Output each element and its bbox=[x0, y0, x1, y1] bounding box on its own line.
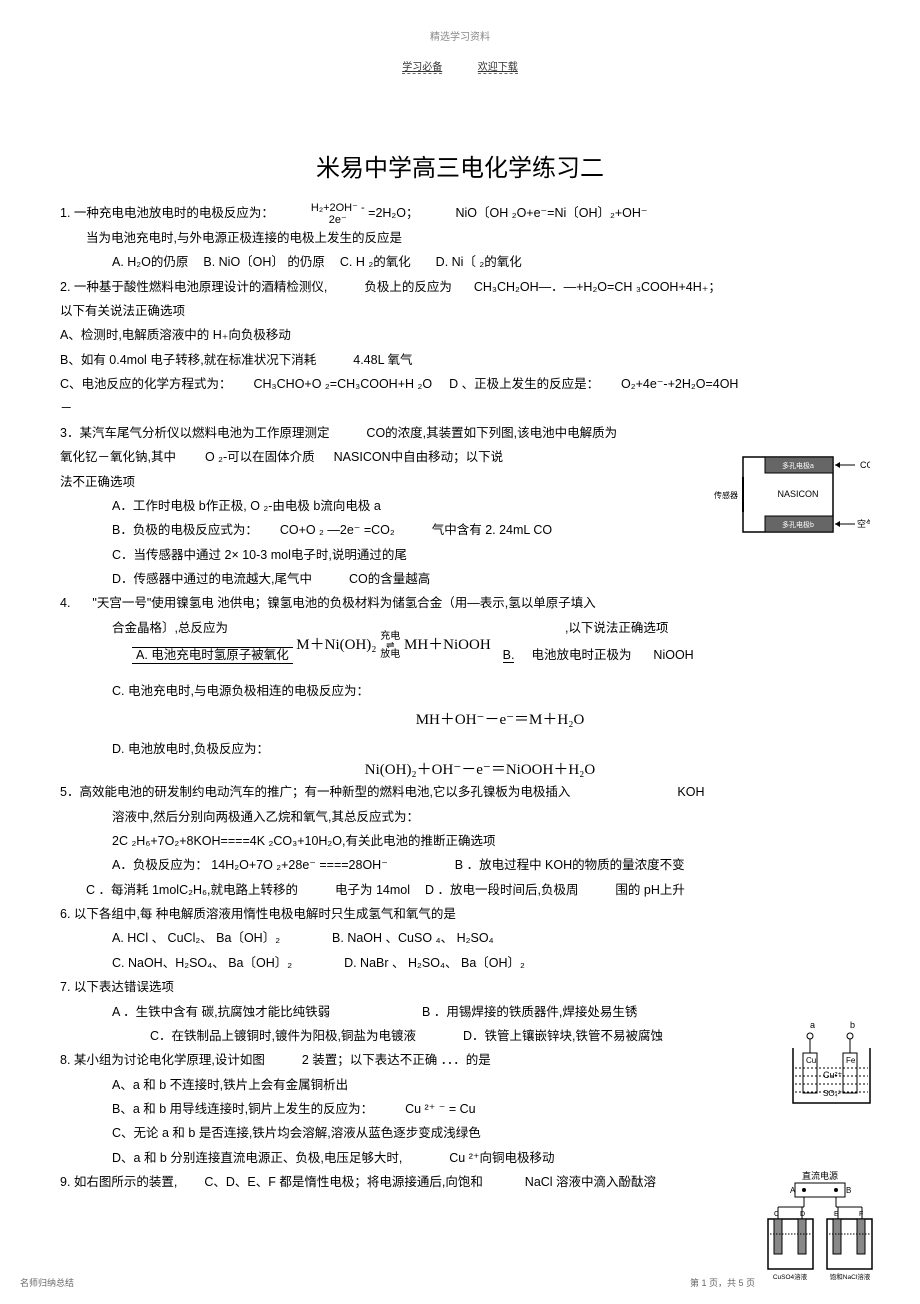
svg-text:直流电源: 直流电源 bbox=[802, 1170, 838, 1181]
q2-line2: 以下有关说法正确选项 bbox=[60, 299, 860, 323]
svg-text:a: a bbox=[810, 1020, 815, 1030]
q8-optB: B、a 和 b 用导线连接时,铜片上发生的反应为： Cu ²⁺ ⁻ = Cu bbox=[60, 1097, 860, 1121]
svg-text:CO: CO bbox=[860, 460, 870, 470]
q5-optAB: A．负极反应为： 14H₂O+7O ₂+28e⁻ ====28OH⁻ B ．放电… bbox=[60, 853, 860, 877]
q2-optA: A、检测时,电解质溶液中的 H₊向负极移动 bbox=[60, 323, 860, 347]
q1-eq2: NiO〔OH ₂O+e⁻=Ni〔OH〕₂+OH⁻ bbox=[455, 206, 647, 220]
q1-optA: A. H₂O的仍原 bbox=[112, 255, 188, 269]
q8-optD: D、a 和 b 分别连接直流电源正、负极,电压足够大时, Cu ²⁺向铜电极移动 bbox=[60, 1146, 860, 1170]
header-top: 精选学习资料 bbox=[0, 0, 920, 43]
q1-optD: D. Ni〔 ₂的氧化 bbox=[436, 255, 522, 269]
header-sub-left: 学习必备 bbox=[402, 62, 442, 74]
q7-optAB: A ．生铁中含有 碳,抗腐蚀才能比纯铁弱 B ．用锡焊接的铁质器件,焊接处易生锈 bbox=[60, 1000, 860, 1024]
svg-text:CuSO4溶液: CuSO4溶液 bbox=[773, 1272, 808, 1281]
q4-line1: 4. "天宫一号"使用镍氢电 池供电；镍氢电池的负极材料为储氢合金（用—表示,氢… bbox=[60, 591, 860, 615]
svg-text:B: B bbox=[846, 1186, 851, 1195]
svg-text:F: F bbox=[859, 1211, 863, 1218]
q2-line1a: 2. 一种基于酸性燃料电池原理设计的酒精检测仪, bbox=[60, 280, 327, 294]
svg-text:NASICON: NASICON bbox=[777, 489, 818, 499]
q4-eqC: MH＋OH⁻－e⁻＝M＋H₂O bbox=[60, 704, 860, 737]
svg-text:传感器: 传感器 bbox=[714, 490, 738, 500]
svg-text:C: C bbox=[774, 1211, 779, 1218]
q2-line1b: 负极上的反应为 bbox=[364, 280, 452, 294]
sensor-diagram: 多孔电极a 多孔电极b NASICON 传感器 CO 空气 bbox=[710, 452, 870, 537]
q5-line1: 5．高效能电池的研发制约电动汽车的推广；有一种新型的燃料电池,它以多孔镍板为电极… bbox=[60, 780, 860, 804]
footer-right: 第 1 页，共 5 页 bbox=[690, 1276, 755, 1289]
svg-text:A: A bbox=[790, 1186, 796, 1195]
header-sub-right: 欢迎下载 bbox=[478, 62, 518, 74]
footer-left: 名师归纳总结 bbox=[20, 1276, 74, 1289]
q5-optCD: C ．每消耗 1molC₂H₆,就电路上转移的 电子为 14mol D ．放电一… bbox=[60, 878, 860, 902]
q2-optB: B、如有 0.4mol 电子转移,就在标准状况下消耗 4.48L 氧气 bbox=[60, 348, 860, 372]
svg-text:饱和NaCl溶液: 饱和NaCl溶液 bbox=[830, 1272, 871, 1281]
q8-line1: 8. 某小组为讨论电化学原理,设计如图 2 装置；以下表达不正确 ．．．的是 bbox=[60, 1048, 860, 1072]
svg-text:D: D bbox=[800, 1211, 805, 1218]
svg-text:E: E bbox=[834, 1211, 839, 1218]
q6-optCD: C. NaOH、H₂SO₄、 Ba〔OH〕₂ D. NaBr 、 H₂SO₄、 … bbox=[60, 951, 860, 975]
q6-line1: 6. 以下各组中,每 种电解质溶液用惰性电极电解时只生成氢气和氧气的是 bbox=[60, 902, 860, 926]
q2-line1c: CH₃CH₂OH—．—+H₂O=CH ₃COOH+4H₊； bbox=[474, 280, 721, 294]
q5-line2: 溶液中,然后分别向两极通入乙烷和氧气,其总反应式为： bbox=[60, 805, 860, 829]
electrolysis-diagram: 直流电源 A B C D E F CuSO4溶液 饱和NaCl溶液 bbox=[760, 1169, 880, 1289]
q7-optCD: C．在铁制品上镀铜时,镀件为阳极,铜盐为电镀液 D．铁管上镶嵌锌块,铁管不易被腐… bbox=[60, 1024, 860, 1048]
q7-line1: 7. 以下表达错误选项 bbox=[60, 975, 860, 999]
svg-text:Cu: Cu bbox=[806, 1056, 816, 1065]
q4-optD: D. 电池放电时,负极反应为： bbox=[60, 737, 860, 761]
header-sub: 学习必备 欢迎下载 bbox=[0, 58, 920, 73]
q8-optC: C、无论 a 和 b 是否连接,铁片均会溶解,溶液从蓝色逐步变成浅绿色 bbox=[60, 1121, 860, 1145]
svg-text:空气: 空气 bbox=[857, 518, 870, 529]
q3-optD: D．传感器中通过的电流越大,尾气中 CO的含量越高 bbox=[60, 567, 860, 591]
q8-optA: A、a 和 b 不连接时,铁片上会有金属铜析出 bbox=[60, 1073, 860, 1097]
q1-prefix: 1. 一种充电电池放电时的电极反应为： bbox=[60, 206, 274, 220]
q3-optC: C．当传感器中通过 2× 10-3 mol电子时,说明通过的尾 bbox=[60, 543, 860, 567]
q3-line1: 3．某汽车尾气分析仪以燃料电池为工作原理测定 CO的浓度,其装置如下列图,该电池… bbox=[60, 421, 860, 445]
q4-eqD: Ni(OH)₂＋OH⁻－e⁻＝NiOOH＋H₂O bbox=[60, 761, 860, 780]
content: 1. 一种充电电池放电时的电极反应为： H₂+2OH⁻ - 2e⁻ =2H₂O；… bbox=[0, 201, 920, 1195]
q2-dash: － bbox=[60, 396, 860, 420]
svg-text:Fe: Fe bbox=[846, 1056, 856, 1065]
q1-formula: H₂+2OH⁻ - 2e⁻ bbox=[311, 202, 365, 226]
q1-options: A. H₂O的仍原 B. NiO〔OH〕 的仍原 C. H ₂的氧化 D. Ni… bbox=[60, 250, 860, 274]
q9-line1: 9. 如右图所示的装置, C、D、E、F 都是惰性电极；将电源接通后,向饱和 N… bbox=[60, 1170, 860, 1194]
q5-line3: 2C ₂H₆+7O₂+8KOH====4K ₂CO₃+10H₂O,有关此电池的推… bbox=[60, 829, 860, 853]
q1-line1: 1. 一种充电电池放电时的电极反应为： H₂+2OH⁻ - 2e⁻ =2H₂O；… bbox=[60, 201, 860, 226]
q1-optC: C. H ₂的氧化 bbox=[340, 255, 411, 269]
q4-optC: C. 电池充电时,与电源负极相连的电极反应为： bbox=[60, 679, 860, 703]
svg-text:SO₄²⁻: SO₄²⁻ bbox=[823, 1089, 845, 1098]
beaker-diagram: a b Cu Fe Cu²⁺ SO₄²⁻ bbox=[785, 1018, 880, 1113]
svg-text:多孔电极b: 多孔电极b bbox=[782, 520, 814, 529]
svg-text:b: b bbox=[850, 1020, 855, 1030]
q1-line2: 当为电池充电时,与外电源正极连接的电极上发生的反应是 bbox=[60, 226, 860, 250]
q6-optAB: A. HCl 、 CuCl₂、 Ba〔OH〕₂ B. NaOH 、CuSO ₄、… bbox=[60, 926, 860, 950]
q1-eq1: =2H₂O； bbox=[368, 206, 418, 220]
page-title: 米易中学高三电化学练习二 bbox=[0, 148, 920, 183]
svg-text:Cu²⁺: Cu²⁺ bbox=[823, 1070, 843, 1080]
q4-optA: A. 电池充电时氢原子被氧化 bbox=[136, 648, 289, 662]
q1-optB: B. NiO〔OH〕 的仍原 bbox=[203, 255, 325, 269]
q4-reaction-row: A. 电池充电时氢原子被氧化 M＋Ni(OH)₂ 充电⇌放电 MH＋NiOOH … bbox=[60, 640, 860, 671]
svg-text:多孔电极a: 多孔电极a bbox=[782, 461, 814, 470]
q2-optCD: C、电池反应的化学方程式为： CH₃CHO+O ₂=CH₃COOH+H ₂O D… bbox=[60, 372, 860, 396]
q2-line1: 2. 一种基于酸性燃料电池原理设计的酒精检测仪, 负极上的反应为 CH₃CH₂O… bbox=[60, 275, 860, 299]
